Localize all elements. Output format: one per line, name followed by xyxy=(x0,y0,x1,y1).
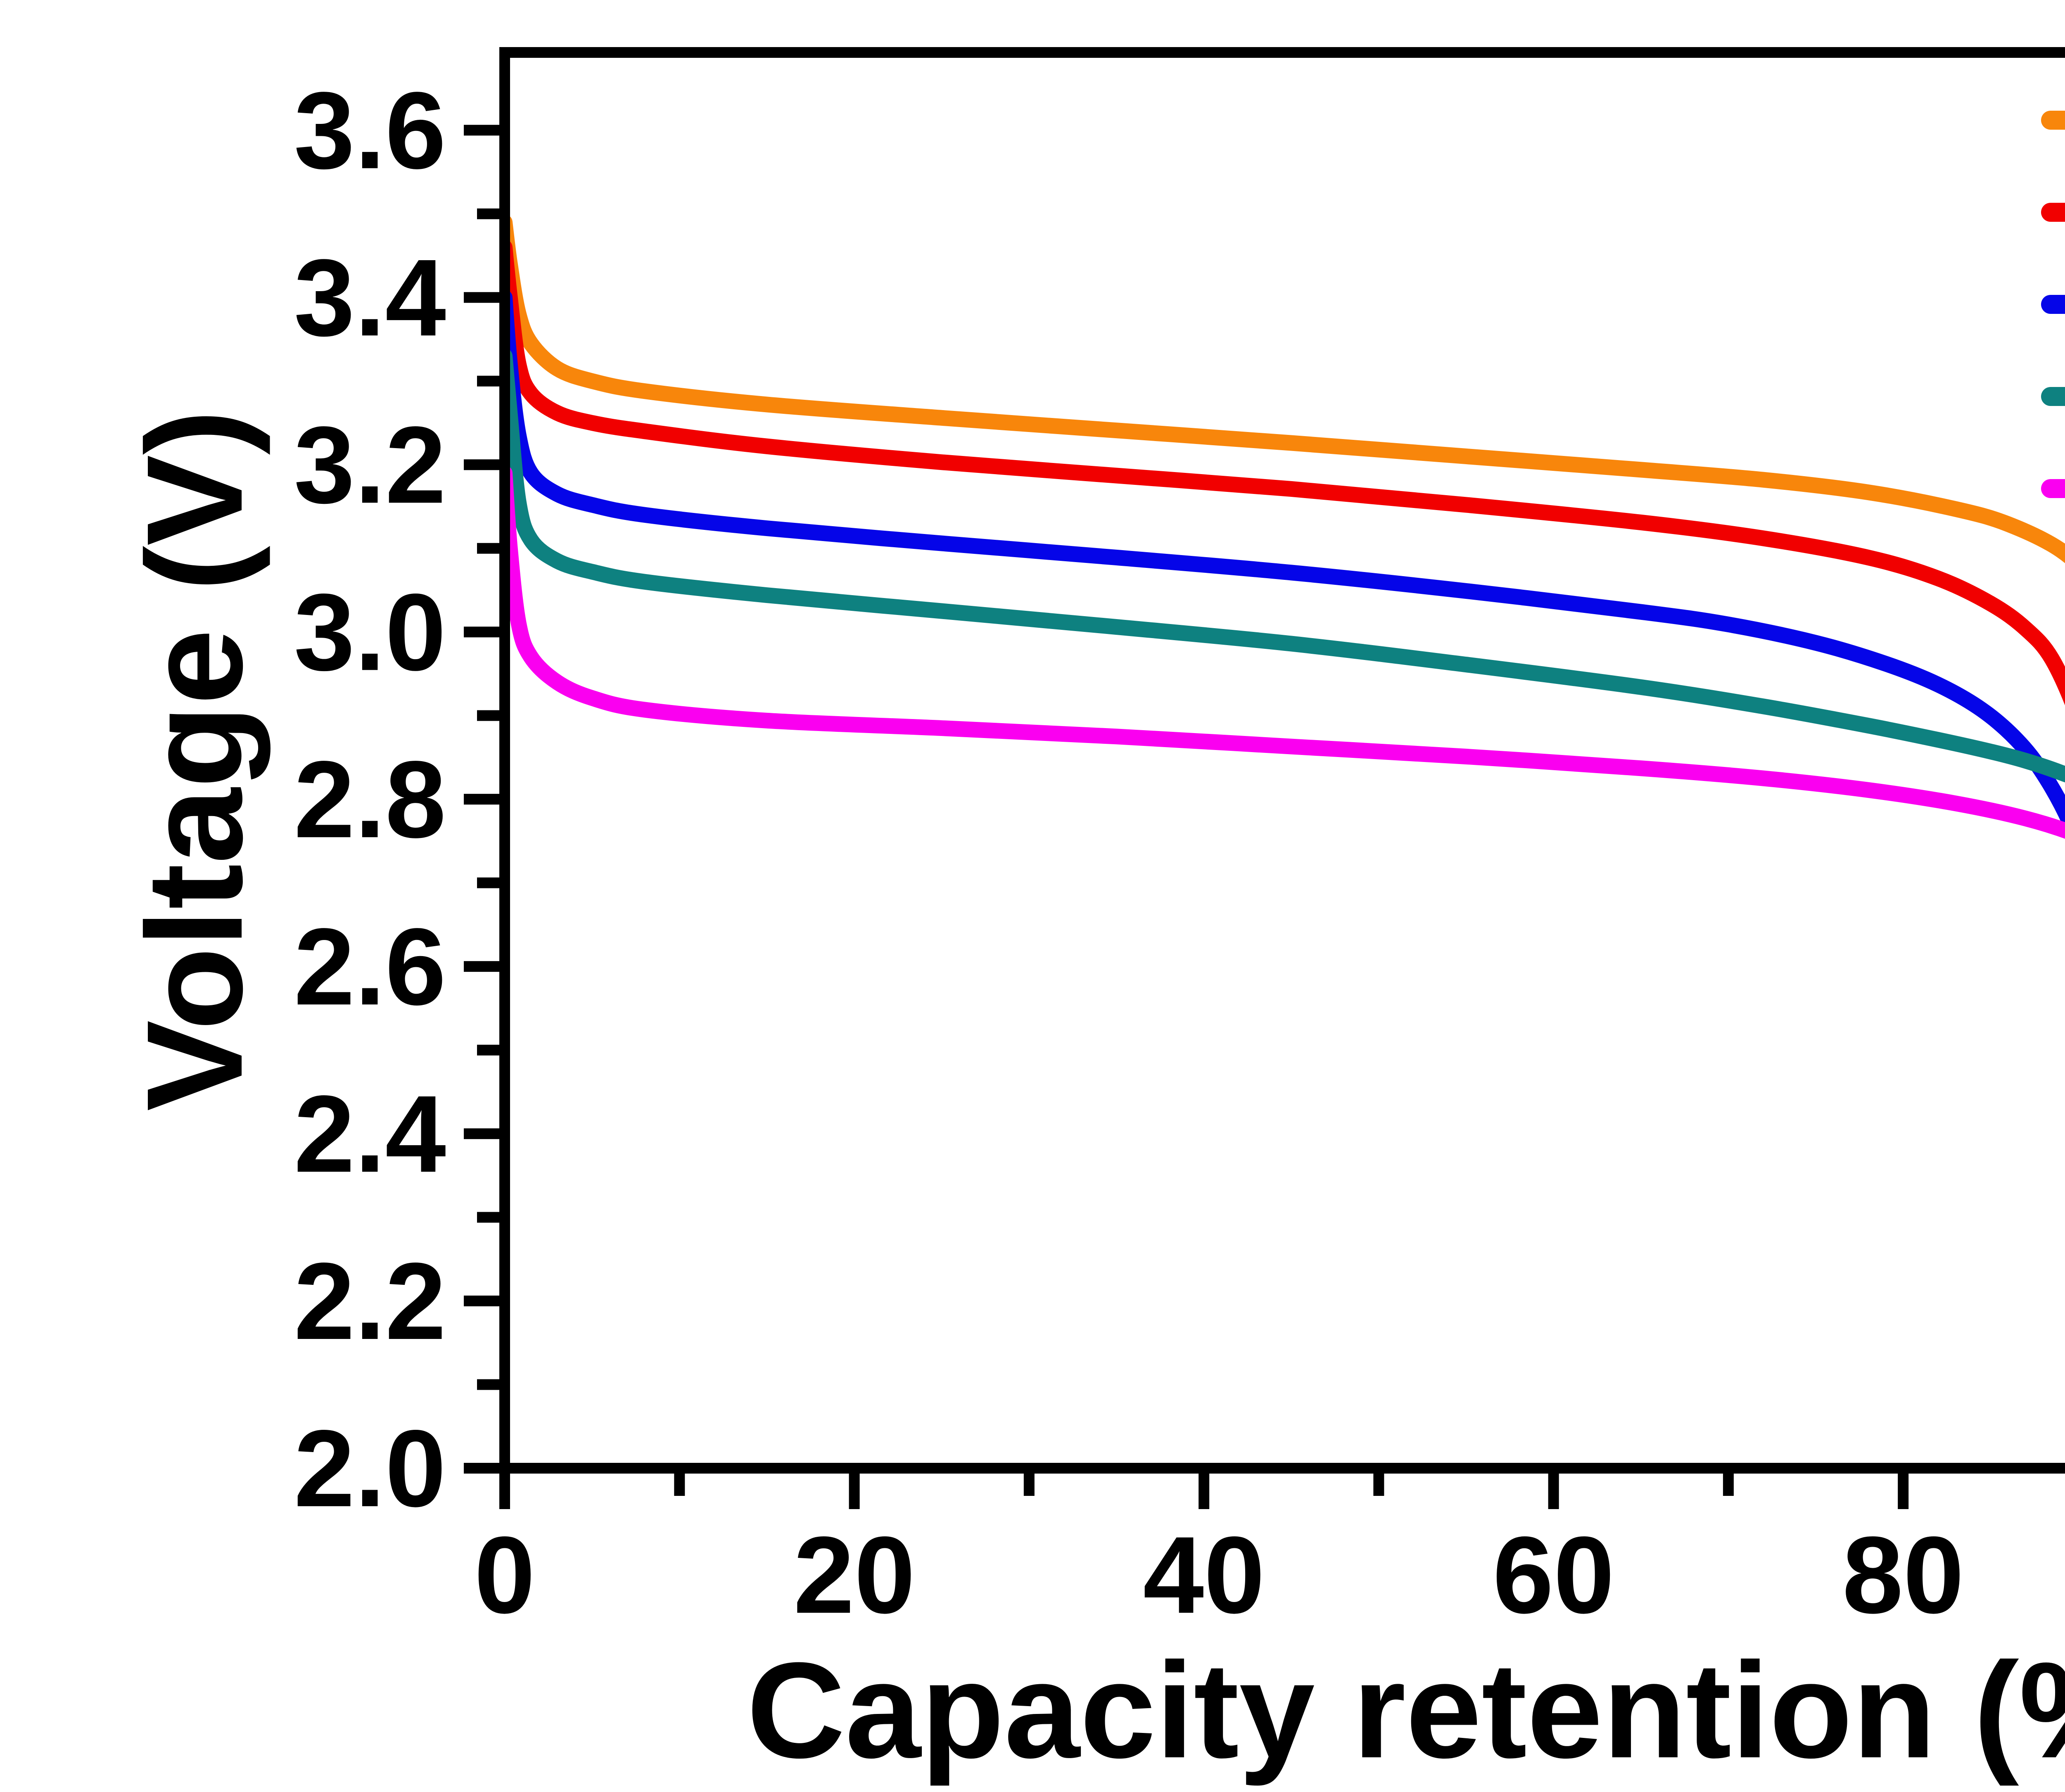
x-tick-label: 0 xyxy=(474,1514,535,1636)
y-tick-label: 3.6 xyxy=(294,69,446,192)
x-tick-label: 80 xyxy=(1842,1514,1964,1636)
curve-1C xyxy=(499,239,2065,705)
x-axis-title: Capacity retention (%) xyxy=(747,1634,2065,1787)
x-tick-label: 40 xyxy=(1143,1514,1265,1636)
axis-layer: 0204060801002.02.22.42.62.83.03.23.43.6 xyxy=(294,47,2065,1636)
y-tick-label: 2.2 xyxy=(294,1240,446,1362)
y-tick-label: 3.4 xyxy=(294,237,447,359)
curve-3C xyxy=(499,348,2065,783)
curve-2C xyxy=(499,290,2065,831)
y-axis-title: Voltage (V) xyxy=(118,410,271,1111)
legend-layer: 0.5 C1 C2 C3 C5 C xyxy=(2041,111,2065,498)
x-tick-label: 60 xyxy=(1493,1514,1614,1636)
y-tick-label: 3.0 xyxy=(294,571,446,693)
y-tick-label: 2.6 xyxy=(294,906,446,1028)
curve-5C xyxy=(499,465,2065,839)
plot-layer xyxy=(499,214,2065,839)
curve-0.5C xyxy=(499,214,2065,563)
y-tick-label: 2.8 xyxy=(294,738,446,861)
x-tick-label: 20 xyxy=(793,1514,915,1636)
y-tick-label: 3.2 xyxy=(294,404,446,526)
y-tick-label: 2.4 xyxy=(294,1073,447,1195)
y-tick-label: 2.0 xyxy=(294,1407,446,1530)
plot-frame xyxy=(499,47,2065,1474)
